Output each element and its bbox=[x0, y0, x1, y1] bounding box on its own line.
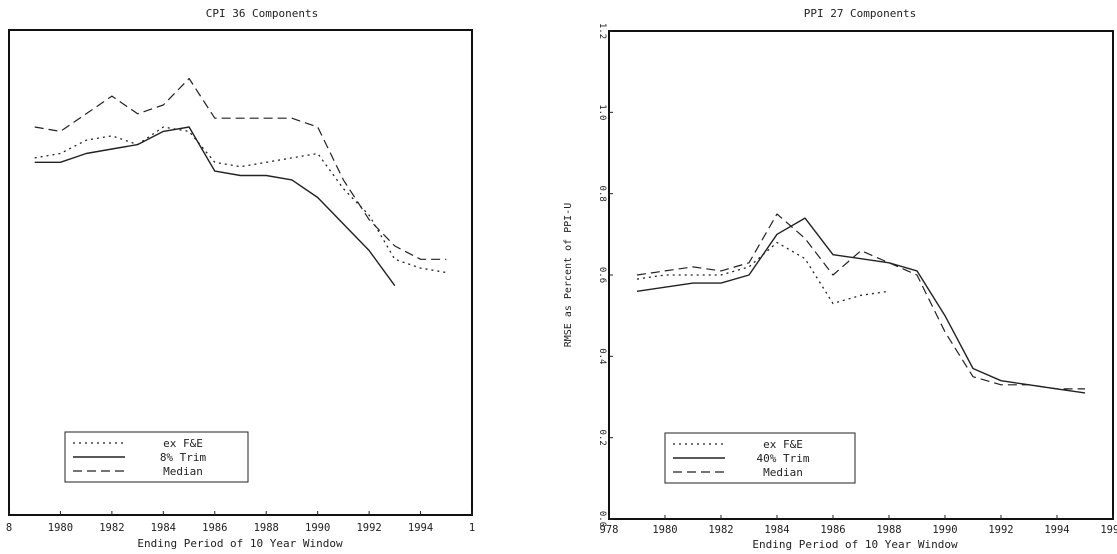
cpi-plot-frame bbox=[8, 29, 473, 516]
cpi-series-median bbox=[34, 77, 447, 260]
cpi-x-tick-label: 1984 bbox=[151, 522, 176, 534]
ppi-legend-label: 40% Trim bbox=[757, 452, 810, 465]
cpi-series-ex-f-e bbox=[34, 126, 447, 274]
ppi-x-tick-label: 1996 bbox=[1100, 524, 1117, 536]
ppi-x-tick-label: 1986 bbox=[820, 524, 845, 536]
ppi-x-axis-label: Ending Period of 10 Year Window bbox=[752, 538, 958, 550]
ppi-x-tick-label: 978 bbox=[600, 524, 619, 536]
ppi-x-tick-label: 1984 bbox=[764, 524, 789, 536]
cpi-chart: CPI 36 Components 8 1980 1982 1984 1986 1988 19… bbox=[6, 7, 475, 550]
cpi-legend-label: 8% Trim bbox=[160, 451, 207, 464]
cpi-x-tick-label: 1 bbox=[469, 522, 475, 534]
ppi-y-tick-label: 1.0 bbox=[597, 104, 607, 120]
ppi-chart: PPI 27 Components 978 1980 1982 1984 1986 1988… bbox=[563, 7, 1117, 551]
ppi-y-tick-label: 0.2 bbox=[597, 430, 607, 446]
ppi-legend-label: ex F&E bbox=[763, 438, 803, 451]
cpi-legend-label: Median bbox=[163, 465, 203, 478]
ppi-y-tick-label: 0.4 bbox=[597, 348, 607, 364]
ppi-legend-label: Median bbox=[763, 466, 803, 479]
ppi-y-axis-label: RMSE as Percent of PPI-U bbox=[563, 203, 574, 348]
cpi-x-tick-label: 1982 bbox=[99, 522, 124, 534]
ppi-x-tick-label: 1992 bbox=[988, 524, 1013, 536]
cpi-x-tick-label: 8 bbox=[6, 522, 12, 534]
cpi-x-tick-label: 1990 bbox=[305, 522, 330, 534]
ppi-chart-title: PPI 27 Components bbox=[804, 7, 917, 20]
ppi-series-median bbox=[636, 213, 1085, 390]
ppi-x-tick-label: 1980 bbox=[652, 524, 677, 536]
ppi-y-tick-label: 0.8 bbox=[597, 186, 607, 202]
ppi-series-ex-f-e bbox=[636, 241, 890, 305]
ppi-x-tick-label: 1990 bbox=[932, 524, 957, 536]
cpi-x-tick-label: 1980 bbox=[48, 522, 73, 534]
ppi-y-tick-label: 1.2 bbox=[597, 23, 607, 39]
cpi-series-8-trim bbox=[34, 126, 396, 287]
cpi-x-axis-label: Ending Period of 10 Year Window bbox=[137, 537, 343, 550]
cpi-x-tick-label: 1986 bbox=[202, 522, 227, 534]
cpi-x-tick-label: 1988 bbox=[254, 522, 279, 534]
ppi-y-tick-label: 0.0 bbox=[597, 511, 607, 527]
cpi-legend-label: ex F&E bbox=[163, 437, 203, 450]
cpi-chart-title: CPI 36 Components bbox=[206, 7, 319, 20]
cpi-x-tick-label: 1994 bbox=[408, 522, 433, 534]
ppi-x-tick-label: 1994 bbox=[1044, 524, 1069, 536]
ppi-y-tick-label: 0.6 bbox=[597, 267, 607, 283]
ppi-x-tick-label: 1988 bbox=[876, 524, 901, 536]
cpi-x-tick-label: 1992 bbox=[356, 522, 381, 534]
ppi-series-40-trim bbox=[636, 217, 1086, 394]
ppi-x-tick-label: 1982 bbox=[708, 524, 733, 536]
